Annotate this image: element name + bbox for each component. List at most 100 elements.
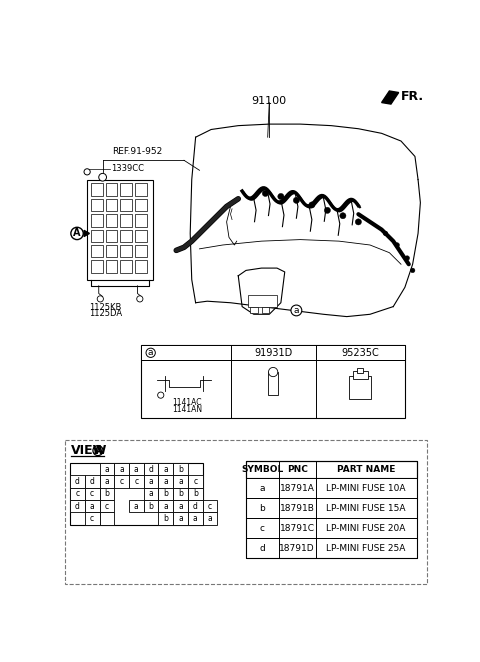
Circle shape [97, 296, 103, 302]
Text: c: c [90, 489, 94, 498]
Text: 91931D: 91931D [254, 348, 292, 357]
Polygon shape [382, 91, 399, 104]
Bar [99, 512, 114, 524]
Text: a: a [193, 514, 198, 523]
Bar [70, 463, 203, 524]
Polygon shape [84, 230, 89, 236]
Text: a: a [207, 514, 212, 523]
Text: LP-MINI FUSE 10A: LP-MINI FUSE 10A [326, 484, 406, 493]
Bar [91, 260, 103, 273]
Bar [120, 245, 132, 258]
Bar [246, 518, 417, 538]
Bar [106, 245, 117, 258]
Bar [106, 199, 117, 211]
Bar [353, 371, 368, 379]
Text: a: a [105, 477, 109, 486]
Text: a: a [148, 348, 154, 357]
Bar [144, 487, 158, 500]
Text: b: b [163, 489, 168, 498]
Bar [135, 183, 147, 196]
Text: 1141AN: 1141AN [172, 404, 203, 414]
Bar [188, 487, 203, 500]
Bar [246, 461, 417, 558]
Text: 1141AC: 1141AC [172, 399, 202, 407]
Bar [135, 199, 147, 211]
Bar [246, 498, 417, 518]
Text: b: b [178, 489, 183, 498]
Circle shape [71, 227, 83, 240]
Circle shape [157, 392, 164, 399]
Text: REF.91-952: REF.91-952 [112, 148, 163, 156]
Text: LP-MINI FUSE 15A: LP-MINI FUSE 15A [326, 504, 406, 513]
Bar [173, 512, 188, 524]
Text: SYMBOL: SYMBOL [241, 465, 283, 475]
Text: a: a [178, 477, 183, 486]
Circle shape [291, 305, 302, 316]
Text: 1125DA: 1125DA [89, 309, 122, 318]
Text: a: a [163, 465, 168, 473]
Text: a: a [149, 489, 154, 498]
Circle shape [84, 169, 90, 175]
Bar [91, 230, 103, 242]
Text: b: b [105, 489, 109, 498]
Bar [91, 199, 103, 211]
Circle shape [383, 231, 388, 236]
Bar [158, 487, 173, 500]
Bar [114, 463, 129, 475]
Text: a: a [90, 502, 95, 510]
Circle shape [405, 256, 409, 260]
Bar [135, 245, 147, 258]
Text: a: a [178, 502, 183, 510]
Text: LP-MINI FUSE 25A: LP-MINI FUSE 25A [326, 544, 406, 553]
Text: b: b [178, 465, 183, 473]
Bar [144, 463, 158, 475]
Text: d: d [193, 502, 198, 510]
Text: c: c [120, 477, 124, 486]
Bar [99, 487, 114, 500]
Text: a: a [163, 477, 168, 486]
Text: d: d [90, 477, 95, 486]
Text: 18791B: 18791B [280, 504, 314, 513]
Text: c: c [208, 502, 212, 510]
Circle shape [324, 207, 330, 213]
Bar [106, 260, 117, 273]
Circle shape [93, 446, 103, 455]
Text: PART NAME: PART NAME [337, 465, 396, 475]
Text: a: a [119, 465, 124, 473]
Bar [85, 487, 99, 500]
Text: 18791A: 18791A [280, 484, 314, 493]
Text: b: b [259, 504, 265, 513]
Text: LP-MINI FUSE 20A: LP-MINI FUSE 20A [326, 524, 406, 533]
Text: c: c [90, 514, 94, 523]
Text: a: a [178, 514, 183, 523]
Text: c: c [260, 524, 265, 533]
Text: a: a [149, 477, 154, 486]
Bar [91, 183, 103, 196]
Bar [144, 500, 158, 512]
Bar [106, 183, 117, 196]
Bar [246, 479, 417, 498]
Bar [135, 214, 147, 226]
Bar [203, 500, 217, 512]
Text: PNC: PNC [287, 465, 308, 475]
Bar [70, 475, 85, 487]
Bar [99, 475, 114, 487]
Bar [173, 475, 188, 487]
Bar [129, 475, 144, 487]
Bar [135, 260, 147, 273]
Circle shape [137, 296, 143, 302]
Bar [85, 512, 99, 524]
Circle shape [262, 190, 268, 197]
Circle shape [99, 173, 107, 181]
Bar [173, 463, 188, 475]
Bar [188, 500, 203, 512]
Bar [91, 214, 103, 226]
Bar [188, 512, 203, 524]
Bar [173, 500, 188, 512]
Bar [91, 245, 103, 258]
Bar [158, 475, 173, 487]
Text: d: d [149, 465, 154, 473]
Circle shape [309, 202, 315, 208]
Circle shape [395, 243, 399, 248]
Circle shape [340, 213, 346, 219]
